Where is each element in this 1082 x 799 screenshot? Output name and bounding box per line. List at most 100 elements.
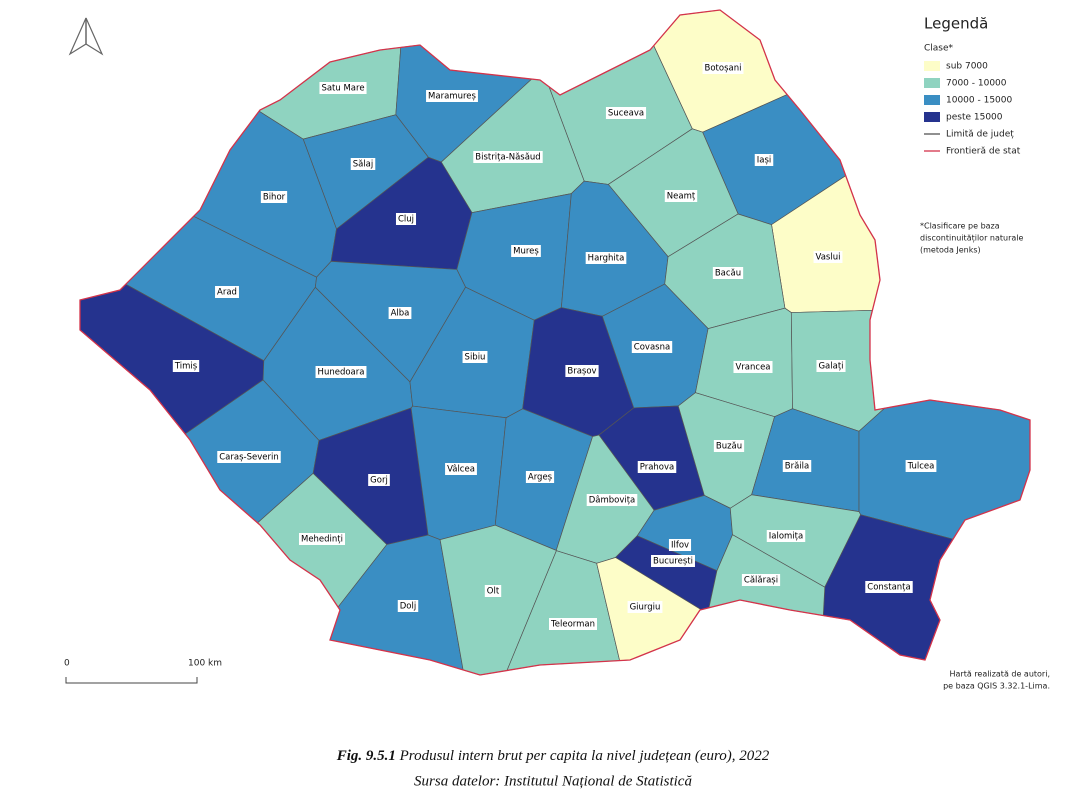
county-label-box [350,158,376,170]
county-label-box [586,494,638,506]
figure-number: Fig. 9.5.1 [336,748,396,764]
caption-source: Sursa datelor: Institutul Național de St… [414,773,692,789]
county-label: Buzău [716,442,742,452]
scale-start: 0 [64,659,70,669]
county-label-box [217,451,281,463]
scale-bar: 0 100 km [64,659,222,684]
county-label: Brașov [567,367,596,377]
county-label: Dolj [400,602,416,612]
legend: Legendă Clase* [924,15,988,54]
county-label: Iași [757,156,772,166]
county-label: Maramureș [428,92,476,102]
legend-title: Legendă [924,15,988,33]
legend-items: sub 7000 7000 - 10000 10000 - 15000 peste 1… [924,61,1021,157]
county-label: Teleorman [550,620,595,630]
note: *Clasificare pe baza discontinuităților … [920,222,1023,255]
county-label: Mehedinți [301,535,343,545]
county-label-box [782,460,812,472]
county-label-box [172,360,200,372]
county-label: Constanța [867,583,910,593]
county-label-box [315,366,367,378]
county-label-box [511,245,541,257]
county-label-box [397,600,419,612]
county-label: Bistrița-Năsăud [475,153,540,163]
county-label-box [319,82,367,94]
legend-label: 10000 - 15000 [946,96,1013,106]
county-label-box [664,190,698,202]
legend-label: sub 7000 [946,62,988,72]
county-labels: Satu Mare Maramureș Botoșani Suceava Sălaj Bi… [172,62,937,630]
note-line: *Clasificare pe baza [920,222,1000,231]
credit-line: pe baza QGIS 3.32.1-Lima. [943,682,1050,691]
county-label: Suceava [608,109,644,119]
county-label: Galați [818,362,843,372]
county-label-box [462,351,488,363]
county-label-box [702,62,744,74]
credit-line: Hartă realizată de autori, [950,670,1050,679]
county-label: Sălaj [353,160,374,170]
county-label: Hunedoara [318,368,365,378]
county-label-box [627,601,663,613]
county-label: Ialomița [769,532,803,542]
county-label-box [816,360,846,372]
county-label: Covasna [634,343,670,353]
county-label-box [585,252,627,264]
county-label: Sibiu [465,353,486,363]
county-label: Timiș [174,362,198,372]
county-label-box [741,574,781,586]
county-label: Vaslui [816,253,841,263]
county-label: Tulcea [907,462,935,472]
credit: Hartă realizată de autori, pe baza QGIS … [943,670,1050,691]
county-label-box [473,151,543,163]
county-label-box [549,618,597,630]
legend-swatch [924,78,940,88]
county-label-box [260,191,288,203]
county-label: Dâmbovița [589,496,636,506]
county-label-box [215,286,239,298]
county-label: Mureș [513,247,539,257]
legend-label: Limită de județ [946,130,1014,140]
county-label: Bihor [263,193,286,203]
county-label-box [525,471,555,483]
county-label: Ilfov [671,541,689,551]
county-label-box [668,539,692,551]
county-label-box [733,361,773,373]
legend-swatch [924,61,940,71]
county-label-box [445,463,477,475]
county-label-box [484,585,502,597]
county-label: Giurgiu [630,603,661,613]
county-label: Satu Mare [321,84,364,94]
county-label-box [368,474,390,486]
county-label: București [653,557,693,567]
county-label-box [426,90,478,102]
county-label-box [388,307,412,319]
county-label: Gorj [370,476,388,486]
figure-title: Produsul intern brut per capita la nivel… [399,748,770,764]
county-label-box [865,581,913,593]
legend-swatch [924,112,940,122]
legend-label: Frontieră de stat [946,147,1021,157]
county-label-box [395,213,417,225]
county-label: Caraș-Severin [219,453,278,463]
county-label: Călărași [744,576,778,586]
state-border [79,9,1031,676]
north-arrow [68,17,104,56]
county-label: Botoșani [705,64,742,74]
legend-swatch [924,95,940,105]
county-label: Olt [487,587,500,597]
county-label-box [712,267,744,279]
county-label-box [298,533,346,545]
county-label-box [605,107,647,119]
county-label: Bacău [715,269,741,279]
county-label-box [766,530,806,542]
county-label: Alba [391,309,410,319]
county-label: Arad [217,288,237,298]
county-label: Prahova [640,463,675,473]
county-label: Harghita [588,254,625,264]
county-label: Vrancea [735,363,770,373]
county-label-box [651,555,695,567]
county-label-box [905,460,937,472]
county-label-box [813,251,843,263]
county-label: Neamț [667,192,696,202]
county-label: Cluj [398,215,414,225]
